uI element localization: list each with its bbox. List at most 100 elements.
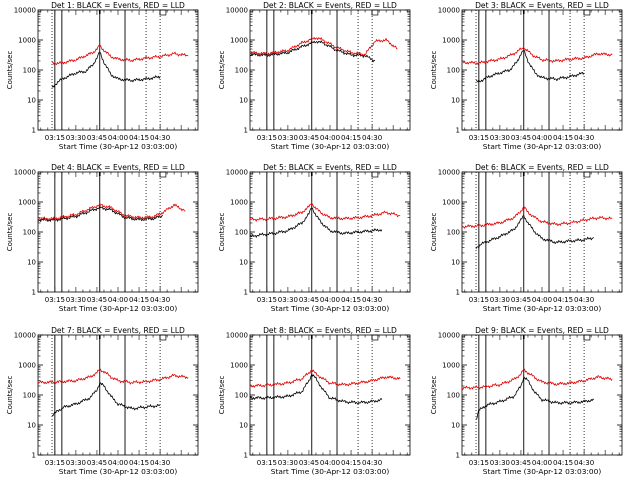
x-axis-label: Start Time (30-Apr-12 03:03:00) (59, 304, 178, 313)
x-tick-label: 04:15 (553, 459, 573, 467)
x-tick-label: 03:45 (299, 459, 319, 467)
y-tick-label: 10 (27, 422, 36, 430)
detector-panel-6: Det 6: BLACK = Events, RED = LLD 1 10 100 10… (430, 163, 623, 313)
y-tick-label: 10 (239, 97, 248, 105)
x-axis-label: Start Time (30-Apr-12 03:03:00) (483, 142, 602, 151)
x-tick-label: 03:45 (511, 296, 531, 304)
y-axis-label: Counts/sec (430, 51, 438, 90)
x-tick-label: 04:15 (553, 134, 573, 142)
x-tick-label: 04:15 (341, 459, 361, 467)
x-tick-label: 04:30 (150, 134, 170, 142)
y-tick-label: 1 (32, 289, 36, 297)
y-axis-label: Counts/sec (6, 376, 14, 415)
x-tick-label: 03:30 (490, 296, 510, 304)
series-red-line (249, 37, 398, 57)
y-tick-label: 10000 (438, 169, 460, 177)
x-tick-label: 03:30 (66, 134, 86, 142)
detector-panel-8: Det 8: BLACK = Events, RED = LLD 1 10 100 10… (218, 326, 411, 476)
y-tick-label: 10 (239, 422, 248, 430)
series-red-line (249, 369, 401, 388)
y-tick-label: 1 (32, 127, 36, 135)
panel-title: Det 5: BLACK = Events, RED = LLD (263, 163, 397, 172)
panel-title: Det 2: BLACK = Events, RED = LLD (263, 1, 397, 10)
detector-panel-5: Det 5: BLACK = Events, RED = LLD 1 10 100 10… (218, 163, 411, 313)
series-red-line (37, 202, 186, 221)
x-tick-label: 03:45 (87, 459, 107, 467)
x-axis-label: Start Time (30-Apr-12 03:03:00) (271, 467, 390, 476)
x-tick-label: 04:00 (320, 459, 340, 467)
x-axis-label: Start Time (30-Apr-12 03:03:00) (271, 142, 390, 151)
x-tick-label: 03:45 (511, 134, 531, 142)
panel-title: Det 9: BLACK = Events, RED = LLD (475, 326, 609, 335)
series-red-line (249, 203, 401, 222)
y-tick-label: 10 (451, 97, 460, 105)
x-tick-label: 04:00 (108, 296, 128, 304)
y-tick-label: 1000 (442, 37, 460, 45)
x-tick-label: 03:15 (45, 459, 65, 467)
x-tick-label: 03:45 (299, 296, 319, 304)
y-tick-label: 100 (235, 229, 248, 237)
x-tick-label: 04:15 (129, 134, 149, 142)
y-axis-label: Counts/sec (6, 213, 14, 252)
x-axis-label: Start Time (30-Apr-12 03:03:00) (271, 304, 390, 313)
series-red-line (51, 45, 189, 65)
series-black-line (51, 51, 161, 88)
series-black-line (37, 205, 163, 222)
y-tick-label: 1000 (230, 37, 248, 45)
marker-box (371, 334, 379, 341)
marker-box (159, 171, 167, 178)
y-tick-label: 10 (451, 259, 460, 267)
y-tick-label: 1000 (230, 199, 248, 207)
x-tick-label: 03:30 (66, 296, 86, 304)
x-tick-label: 04:00 (532, 459, 552, 467)
y-tick-label: 100 (23, 67, 36, 75)
x-tick-label: 04:15 (341, 296, 361, 304)
y-axis-label: Counts/sec (430, 376, 438, 415)
x-tick-label: 03:15 (469, 134, 489, 142)
y-tick-label: 10 (27, 97, 36, 105)
x-tick-label: 03:30 (490, 134, 510, 142)
x-tick-label: 03:15 (45, 134, 65, 142)
marker-box (583, 9, 591, 16)
marker-box (371, 171, 379, 178)
series-black-line (249, 373, 383, 405)
y-tick-label: 100 (23, 392, 36, 400)
y-tick-label: 10000 (438, 332, 460, 340)
series-black-line (476, 50, 585, 83)
detector-panel-9: Det 9: BLACK = Events, RED = LLD 1 10 100 10… (430, 326, 623, 476)
x-tick-label: 04:30 (150, 296, 170, 304)
marker-box (583, 334, 591, 341)
y-tick-label: 1 (244, 127, 248, 135)
marker-box (159, 334, 167, 341)
y-tick-label: 1000 (230, 362, 248, 370)
detector-panel-4: Det 4: BLACK = Events, RED = LLD 1 10 100 10… (6, 163, 199, 313)
y-axis-label: Counts/sec (218, 213, 226, 252)
panel-title: Det 3: BLACK = Events, RED = LLD (475, 1, 609, 10)
marker-box (371, 9, 379, 16)
x-tick-label: 03:45 (511, 459, 531, 467)
series-red-line (461, 205, 613, 229)
x-tick-label: 03:45 (87, 134, 107, 142)
y-tick-label: 100 (235, 67, 248, 75)
x-tick-label: 03:30 (278, 459, 298, 467)
series-black-line (475, 376, 595, 420)
y-axis-label: Counts/sec (218, 376, 226, 415)
y-tick-label: 1 (456, 127, 460, 135)
y-tick-label: 1 (456, 289, 460, 297)
y-axis-label: Counts/sec (6, 51, 14, 90)
x-tick-label: 04:30 (362, 296, 382, 304)
x-tick-label: 04:00 (108, 459, 128, 467)
panel-title: Det 4: BLACK = Events, RED = LLD (51, 163, 185, 172)
detector-panel-2: Det 2: BLACK = Events, RED = LLD 1 10 100 10… (218, 1, 411, 151)
marker-box (159, 9, 167, 16)
x-axis-label: Start Time (30-Apr-12 03:03:00) (59, 467, 178, 476)
series-black-line (249, 40, 376, 63)
series-red-line (37, 368, 189, 385)
y-tick-label: 1000 (442, 199, 460, 207)
y-tick-label: 1 (456, 452, 460, 460)
x-tick-label: 04:30 (362, 134, 382, 142)
y-tick-label: 10 (239, 259, 248, 267)
y-tick-label: 1000 (442, 362, 460, 370)
y-tick-label: 1 (32, 452, 36, 460)
